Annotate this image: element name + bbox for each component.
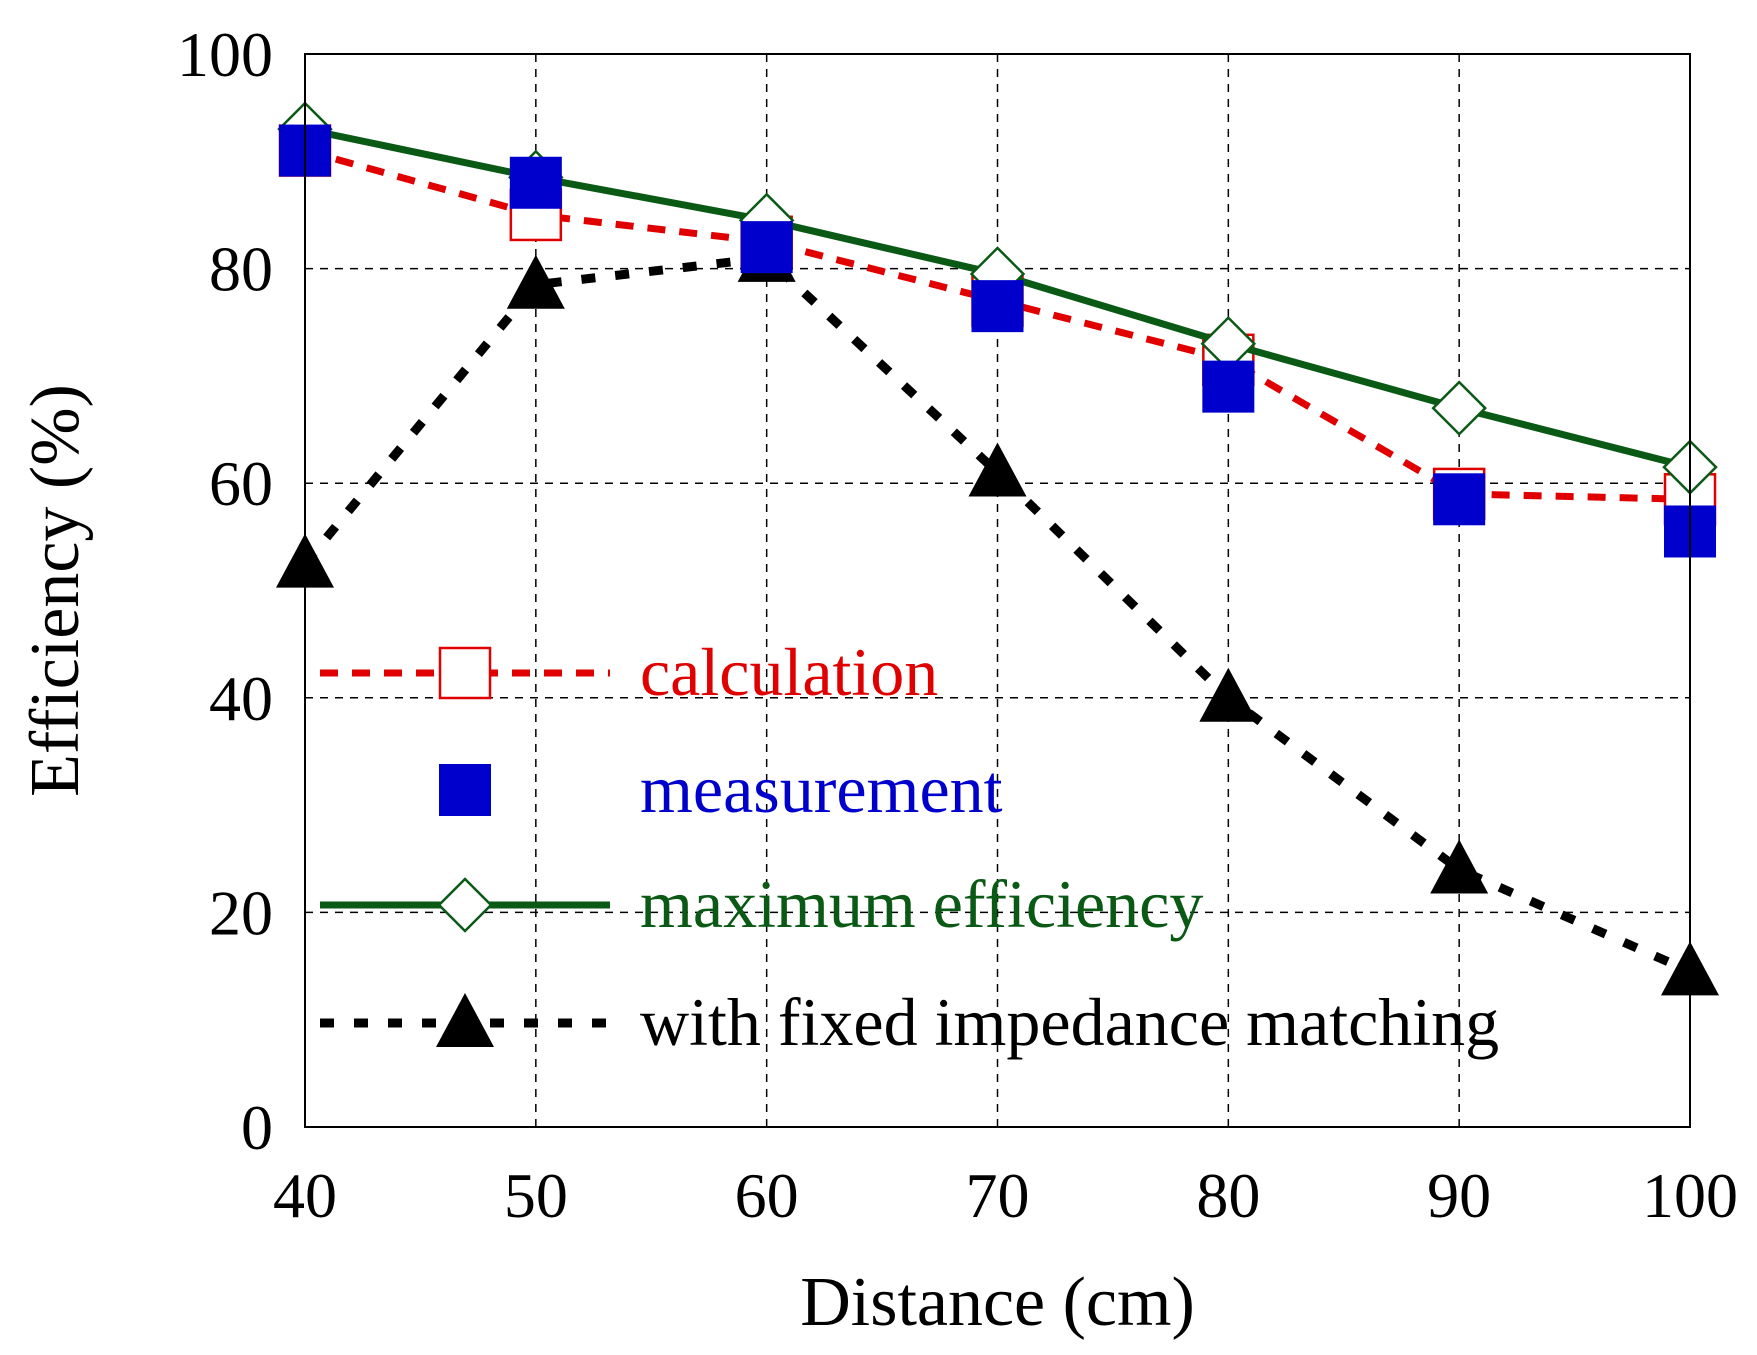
legend-item-maximum: maximum efficiency bbox=[320, 866, 1203, 942]
x-tick-label-80: 80 bbox=[1196, 1160, 1260, 1231]
y-axis-label: Efficiency (%) bbox=[17, 384, 94, 797]
x-tick-label-90: 90 bbox=[1427, 1160, 1491, 1231]
plot-frame bbox=[304, 53, 1691, 1128]
legend-item-measurement: measurement bbox=[439, 751, 1003, 827]
point-maximum-90 bbox=[1431, 380, 1487, 436]
y-tick-label-40: 40 bbox=[209, 663, 273, 734]
y-tick-label-100: 100 bbox=[177, 19, 273, 90]
point-fixed-50 bbox=[506, 254, 565, 309]
legend-label-measurement: measurement bbox=[640, 751, 1003, 827]
legend-marker-calculation bbox=[438, 646, 492, 700]
point-measurement-50 bbox=[509, 156, 562, 209]
point-measurement-90 bbox=[1433, 473, 1486, 526]
legend-marker-maximum bbox=[437, 877, 493, 933]
x-tick-label-60: 60 bbox=[735, 1160, 799, 1231]
axis-ticks: 40 50 60 70 80 90 100 0 20 40 60 80 100 bbox=[177, 19, 1738, 1231]
point-fixed-90 bbox=[1430, 839, 1489, 894]
x-axis-label: Distance (cm) bbox=[800, 1264, 1195, 1341]
x-tick-label-40: 40 bbox=[273, 1160, 337, 1231]
legend-marker-measurement bbox=[439, 764, 491, 816]
legend: calculation measurement maximum efficiency… bbox=[320, 634, 1499, 1060]
x-tick-label-70: 70 bbox=[966, 1160, 1030, 1231]
legend-label-calculation: calculation bbox=[640, 634, 938, 710]
legend-item-fixed: with fixed impedance matching bbox=[320, 984, 1499, 1060]
legend-item-calculation: calculation bbox=[320, 634, 938, 710]
point-measurement-70 bbox=[971, 280, 1024, 333]
x-tick-label-100: 100 bbox=[1642, 1160, 1738, 1231]
point-fixed-70 bbox=[968, 442, 1027, 497]
legend-marker-fixed bbox=[436, 993, 494, 1047]
y-tick-label-60: 60 bbox=[209, 448, 273, 519]
y-tick-label-80: 80 bbox=[209, 234, 273, 305]
data-series bbox=[276, 101, 1719, 996]
y-tick-label-0: 0 bbox=[241, 1092, 273, 1163]
point-measurement-80 bbox=[1202, 360, 1255, 413]
legend-label-fixed: with fixed impedance matching bbox=[640, 984, 1499, 1060]
point-measurement-60 bbox=[740, 221, 793, 274]
point-fixed-80 bbox=[1199, 667, 1258, 722]
y-tick-label-20: 20 bbox=[209, 877, 273, 948]
legend-label-maximum: maximum efficiency bbox=[640, 866, 1203, 942]
x-tick-label-50: 50 bbox=[504, 1160, 568, 1231]
